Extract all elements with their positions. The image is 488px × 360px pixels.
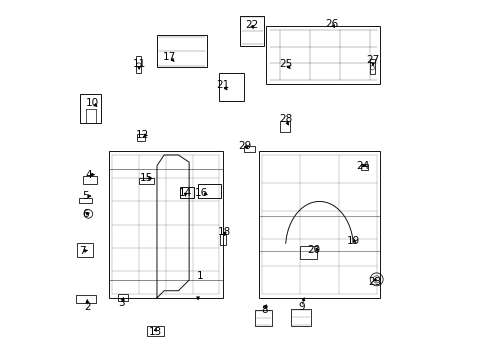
Bar (299, 246, 316, 259)
Bar (369, 59, 374, 74)
Text: 24: 24 (355, 161, 368, 171)
Text: 14: 14 (179, 188, 192, 198)
Text: 7: 7 (79, 247, 85, 256)
Bar (290, 309, 310, 326)
Text: 25: 25 (278, 59, 292, 69)
Bar (77, 243, 93, 257)
Text: 29: 29 (237, 141, 251, 151)
Text: 27: 27 (366, 55, 379, 65)
Bar (360, 164, 367, 170)
Text: 19: 19 (346, 236, 359, 246)
Text: 17: 17 (163, 52, 176, 62)
Text: 8: 8 (260, 305, 267, 315)
Text: 22: 22 (244, 19, 258, 30)
Text: 11: 11 (132, 59, 145, 69)
Text: 6: 6 (82, 209, 89, 219)
Text: 1: 1 (196, 271, 203, 282)
Text: 26: 26 (325, 18, 338, 28)
Text: 5: 5 (82, 191, 89, 201)
Bar (136, 56, 141, 73)
Bar (220, 234, 225, 245)
Bar (244, 146, 254, 152)
Text: 13: 13 (148, 327, 162, 337)
Text: 16: 16 (195, 188, 208, 198)
Bar (139, 178, 154, 184)
Text: 4: 4 (85, 170, 92, 180)
Text: 9: 9 (298, 302, 305, 312)
Text: 20: 20 (307, 245, 320, 255)
Text: 10: 10 (86, 98, 99, 108)
Bar (147, 327, 164, 337)
Bar (83, 176, 97, 184)
Text: 2: 2 (84, 302, 90, 312)
Text: 12: 12 (136, 130, 149, 140)
Text: 21: 21 (216, 80, 229, 90)
Text: 3: 3 (118, 298, 124, 308)
Bar (80, 198, 92, 203)
Bar (280, 121, 290, 132)
Bar (137, 134, 145, 141)
Bar (76, 296, 95, 303)
Text: 15: 15 (140, 173, 153, 183)
Text: 28: 28 (278, 114, 292, 124)
Bar (254, 310, 271, 326)
Text: 18: 18 (218, 227, 231, 237)
Text: 23: 23 (367, 277, 381, 287)
Bar (118, 294, 128, 301)
